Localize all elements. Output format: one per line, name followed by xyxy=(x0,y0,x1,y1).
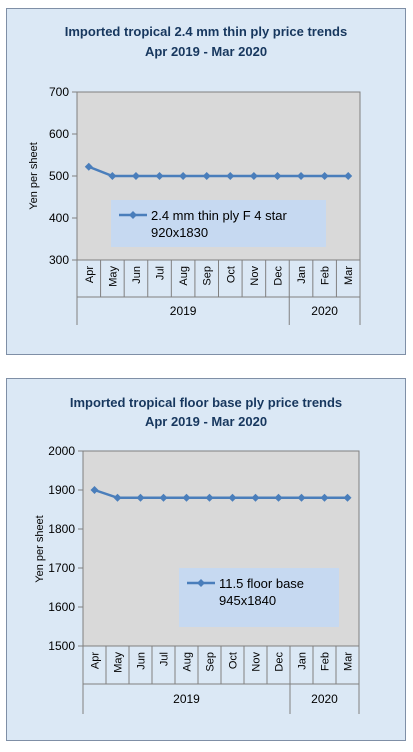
data-point xyxy=(108,172,117,180)
x-tick-label: Jul xyxy=(155,266,167,280)
x-tick-label: Nov xyxy=(251,652,263,672)
x-tick-label: Dec xyxy=(274,652,286,672)
legend-box xyxy=(111,200,326,247)
y-tick-label: 300 xyxy=(49,253,69,267)
x-tick-label: Jun xyxy=(131,266,143,284)
data-point xyxy=(251,493,260,502)
data-point xyxy=(249,172,258,180)
data-point xyxy=(113,493,122,502)
year-group-label: 2019 xyxy=(170,304,197,318)
legend-label: 920x1830 xyxy=(151,225,208,240)
data-point xyxy=(226,172,235,180)
chart-thin-ply: Imported tropical 2.4 mm thin ply price … xyxy=(28,24,361,325)
x-tick-label: Apr xyxy=(90,652,102,669)
y-tick-label: 1500 xyxy=(48,639,75,653)
x-tick-label: Jan xyxy=(296,266,308,284)
chart-panel-floor-base: Imported tropical floor base ply price t… xyxy=(6,378,406,741)
data-point xyxy=(273,172,282,180)
x-tick-label: Mar xyxy=(343,266,355,285)
data-point xyxy=(320,493,329,502)
data-point xyxy=(320,172,329,180)
data-point xyxy=(84,162,93,171)
y-tick-label: 1800 xyxy=(48,522,75,536)
legend-swatch-marker xyxy=(129,211,137,219)
x-tick-label: Dec xyxy=(272,266,284,286)
x-tick-label: Jul xyxy=(159,652,171,666)
legend-box xyxy=(179,568,339,627)
data-point xyxy=(182,493,191,502)
year-group-label: 2020 xyxy=(311,304,338,318)
y-tick-label: 1900 xyxy=(48,483,75,497)
chart-subtitle: Apr 2019 - Mar 2020 xyxy=(145,44,267,59)
legend-label: 945x1840 xyxy=(219,593,276,608)
y-tick-label: 400 xyxy=(49,211,69,225)
x-tick-label: Jan xyxy=(297,652,309,670)
y-axis-label: Yen per sheet xyxy=(34,515,46,582)
data-point xyxy=(159,493,168,502)
y-tick-label: 700 xyxy=(49,85,69,99)
legend-label: 11.5 floor base xyxy=(219,576,304,591)
legend-label: 2.4 mm thin ply F 4 star xyxy=(151,208,287,223)
x-tick-label: Apr xyxy=(84,266,96,283)
x-tick-label: Aug xyxy=(182,652,194,672)
data-point xyxy=(343,493,352,502)
data-point xyxy=(202,172,211,180)
data-point xyxy=(90,486,99,494)
data-point xyxy=(297,493,306,502)
data-point xyxy=(274,493,283,502)
data-point xyxy=(131,172,140,180)
chart-floor-base: Imported tropical floor base ply price t… xyxy=(34,395,360,714)
y-tick-label: 500 xyxy=(49,169,69,183)
x-tick-label: Aug xyxy=(178,266,190,286)
y-tick-label: 600 xyxy=(49,127,69,141)
data-point xyxy=(136,493,145,502)
y-tick-label: 2000 xyxy=(48,444,75,458)
chart-subtitle: Apr 2019 - Mar 2020 xyxy=(145,414,267,429)
x-tick-label: Feb xyxy=(320,266,332,285)
x-tick-label: Nov xyxy=(249,266,261,286)
x-tick-label: Sep xyxy=(205,652,217,672)
x-tick-label: May xyxy=(113,652,125,673)
y-tick-label: 1600 xyxy=(48,600,75,614)
chart-title: Imported tropical floor base ply price t… xyxy=(70,395,342,410)
data-point xyxy=(179,172,188,180)
x-tick-label: Oct xyxy=(228,652,240,669)
chart-panel-thin-ply: Imported tropical 2.4 mm thin ply price … xyxy=(6,8,406,355)
year-group-label: 2019 xyxy=(173,692,200,706)
year-group-label: 2020 xyxy=(311,692,338,706)
data-point xyxy=(344,172,353,180)
x-tick-label: Mar xyxy=(343,652,355,671)
y-tick-label: 1700 xyxy=(48,561,75,575)
data-point xyxy=(205,493,214,502)
x-tick-label: Feb xyxy=(320,652,332,671)
y-axis-label: Yen per sheet xyxy=(28,142,40,209)
x-tick-label: Sep xyxy=(202,266,214,286)
data-point xyxy=(297,172,306,180)
x-tick-label: Jun xyxy=(136,652,148,670)
x-tick-label: Oct xyxy=(225,266,237,283)
data-point xyxy=(228,493,237,502)
data-point xyxy=(155,172,164,180)
chart-title: Imported tropical 2.4 mm thin ply price … xyxy=(65,24,347,39)
legend-swatch-marker xyxy=(197,579,205,587)
x-tick-label: May xyxy=(107,266,119,287)
